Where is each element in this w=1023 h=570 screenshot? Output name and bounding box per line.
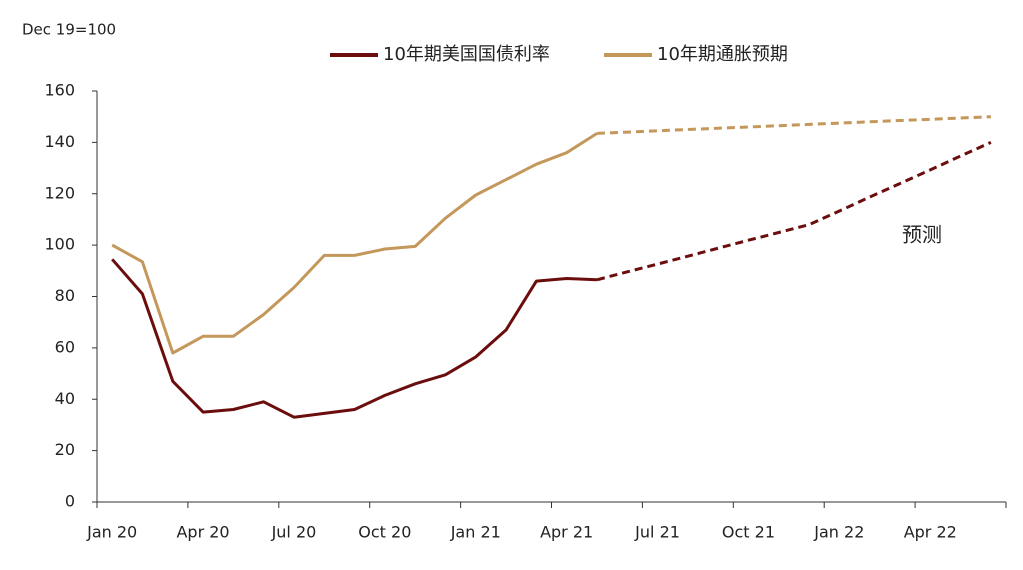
x-tick-label: Apr 20 xyxy=(176,523,229,542)
series-line xyxy=(111,132,598,355)
forecast-line xyxy=(596,141,992,282)
x-tick-label: Jan 22 xyxy=(813,523,864,542)
y-tick-label: 0 xyxy=(65,492,75,511)
y-tick-label: 120 xyxy=(44,183,75,202)
legend-label: 10年期美国国债利率 xyxy=(383,44,550,65)
x-tick-label: Jul 20 xyxy=(271,523,317,542)
y-tick-label: 140 xyxy=(44,132,75,151)
x-tick-label: Jan 21 xyxy=(450,523,501,542)
annotation: 预测 xyxy=(902,223,942,247)
x-tick-label: Jan 20 xyxy=(86,523,137,542)
y-tick-label: 20 xyxy=(55,440,75,459)
x-tick-label: Oct 20 xyxy=(358,523,411,542)
x-tick-label: Apr 22 xyxy=(904,523,957,542)
x-tick-label: Apr 21 xyxy=(540,523,593,542)
series-line xyxy=(111,258,598,419)
y-axis-label: Dec 19=100 xyxy=(22,21,116,39)
legend-label: 10年期通胀预期 xyxy=(657,44,788,65)
y-tick-label: 60 xyxy=(55,337,75,356)
forecast-line xyxy=(596,115,991,135)
x-tick-label: Oct 21 xyxy=(722,523,775,542)
x-tick-label: Jul 21 xyxy=(634,523,680,542)
y-tick-label: 100 xyxy=(44,235,75,254)
y-tick-label: 160 xyxy=(44,81,75,100)
y-tick-label: 80 xyxy=(55,286,75,305)
y-tick-label: 40 xyxy=(55,389,75,408)
